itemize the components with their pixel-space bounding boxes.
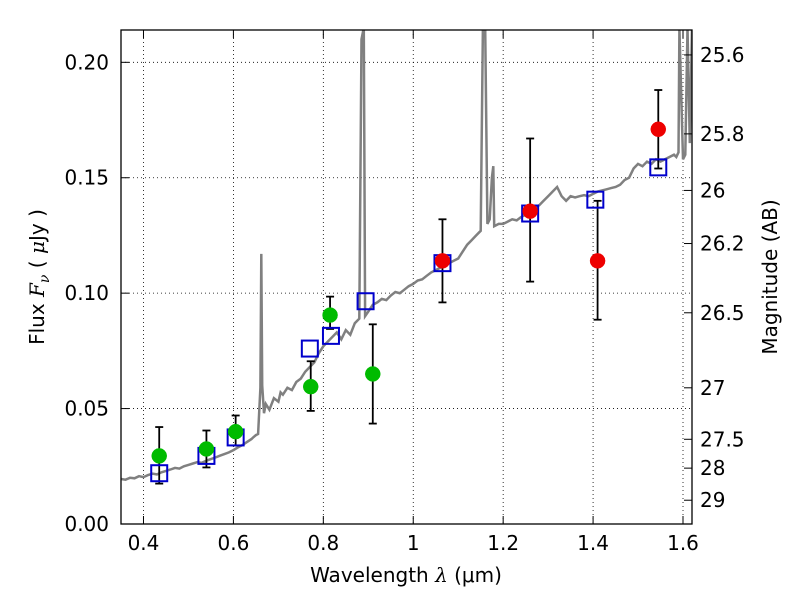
green-data-point	[365, 366, 381, 382]
green-data-point	[302, 378, 319, 395]
model-flux-square	[586, 190, 605, 209]
x-tick-label: 0.8	[307, 531, 339, 555]
model-flux-square	[356, 292, 375, 311]
model-spectrum-line	[121, 30, 692, 481]
green-data-point	[227, 423, 244, 440]
y2-tick-label: 29	[700, 488, 725, 512]
y-tick-label: 0.00	[64, 512, 109, 536]
model-flux-square	[300, 339, 319, 358]
y-tick-label: 0.10	[64, 281, 109, 305]
model-flux-square	[150, 464, 169, 483]
y2-tick-label: 26	[700, 178, 725, 202]
model-flux-square	[321, 326, 340, 345]
y-tick-label: 0.05	[64, 397, 109, 421]
x-tick-label: 1	[407, 531, 420, 555]
y2-tick-label: 25.6	[700, 43, 745, 67]
x-tick-label: 1.4	[577, 531, 609, 555]
green-data-point	[198, 441, 215, 457]
x-axis-label: Wavelength λ (μm)	[310, 563, 502, 587]
y2-tick-label: 26.2	[700, 232, 745, 256]
red-data-point	[522, 203, 538, 219]
y2-axis-label: Magnitude (AB)	[758, 199, 782, 354]
y2-tick-label: 28	[700, 456, 725, 480]
plot-frame	[120, 29, 693, 525]
x-tick-label: 0.6	[217, 531, 249, 555]
y-tick-label: 0.20	[64, 50, 109, 74]
plot-area	[121, 30, 692, 485]
x-tick-label: 1.6	[667, 531, 699, 555]
y2-tick-label: 26.5	[700, 301, 745, 325]
y2-tick-label: 27.5	[700, 427, 745, 451]
green-data-point	[151, 448, 167, 464]
red-data-point	[434, 253, 451, 269]
y2-tick-label: 27	[700, 376, 725, 400]
red-data-point	[650, 121, 667, 138]
green-data-point	[322, 307, 338, 323]
y2-axis-ticks: 25.6 25.8 26 26.2 26.5 27 27.5 28 29	[684, 43, 745, 512]
x-tick-label: 1.2	[487, 531, 519, 555]
y-axis-ticks: 0.00 0.05 0.10 0.15 0.20	[64, 50, 129, 536]
data-markers	[150, 121, 668, 483]
model-flux-square	[649, 158, 668, 177]
red-data-point	[589, 253, 606, 269]
y2-tick-label: 25.8	[700, 122, 745, 146]
y-axis-label: Flux Fν ( μJy )	[25, 209, 53, 345]
x-tick-label: 0.4	[128, 531, 160, 555]
x-axis-ticks: 0.4 0.6 0.8 1 1.2 1.4 1.6	[128, 30, 699, 555]
y-tick-label: 0.15	[64, 166, 109, 190]
